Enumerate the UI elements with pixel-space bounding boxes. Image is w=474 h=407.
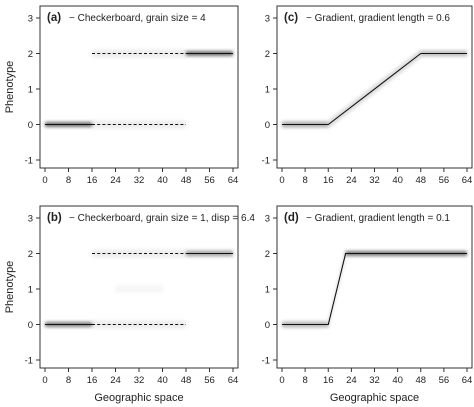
x-tick-label: 16 (87, 175, 98, 186)
y-tick-label: 1 (265, 85, 270, 96)
x-tick-label: 32 (369, 375, 380, 386)
series-line (282, 52, 467, 126)
y-tick-label: 1 (265, 285, 270, 296)
panel-title: (c) (284, 12, 298, 24)
panel-subtitle: − Gradient, gradient length = 0.1 (306, 213, 450, 224)
x-tick-label: 16 (323, 175, 334, 186)
y-tick-label: 1 (28, 285, 33, 296)
plot-frame (276, 205, 473, 369)
x-tick-label: 64 (462, 375, 473, 386)
x-tick-label: 64 (228, 175, 239, 186)
x-tick-label: 8 (66, 175, 71, 186)
x-axis-label: Geographic space (330, 392, 419, 404)
y-tick-label: 0 (28, 120, 33, 131)
x-tick-label: 40 (392, 175, 403, 186)
panel-title: (b) (47, 212, 62, 224)
density-band (115, 285, 163, 293)
x-tick-label: 56 (204, 375, 215, 386)
panel-c: -1 0 1 2 3 0 8 16 24 32 40 48 56 64 (c) − Gradient, gra… (262, 5, 473, 186)
x-tick-label: 48 (181, 375, 192, 386)
x-tick-label: 40 (392, 375, 403, 386)
x-tick-label: 8 (66, 375, 71, 386)
x-tick-label: 0 (279, 175, 284, 186)
x-tick-label: 56 (204, 175, 215, 186)
x-tick-label: 24 (110, 375, 121, 386)
y-tick-label: 2 (265, 249, 270, 260)
x-tick-label: 24 (110, 175, 121, 186)
y-tick-label: 2 (28, 49, 33, 60)
y-tick-label: 0 (265, 120, 270, 131)
y-tick-label: 1 (28, 85, 33, 96)
y-tick-label: 0 (28, 320, 33, 331)
y-tick-label: 0 (265, 320, 270, 331)
y-axis-label: Phenotype (4, 61, 16, 114)
panel-title: (d) (284, 212, 299, 224)
x-tick-label: 40 (157, 375, 168, 386)
y-tick-label: -1 (25, 356, 33, 367)
panel-d: -1 0 1 2 3 0 8 16 24 32 40 48 56 64 (d) − Gradient, gra… (262, 205, 473, 404)
x-tick-label: 0 (42, 375, 47, 386)
x-tick-label: 56 (439, 375, 450, 386)
x-tick-label: 48 (415, 375, 426, 386)
y-tick-label: 2 (265, 49, 270, 60)
x-tick-label: 64 (228, 375, 239, 386)
x-tick-label: 64 (462, 175, 473, 186)
panel-subtitle: − Gradient, gradient length = 0.6 (306, 13, 450, 24)
x-tick-label: 32 (134, 175, 145, 186)
x-tick-label: 40 (157, 175, 168, 186)
series-line (282, 252, 467, 326)
y-tick-label: -1 (262, 156, 270, 167)
y-tick-label: -1 (25, 156, 33, 167)
y-tick-label: 3 (265, 14, 270, 25)
panel-a: -1 0 1 2 3 0 8 16 24 32 40 48 56 64 (a) − Checkerboard,… (4, 5, 239, 186)
x-tick-label: 16 (323, 375, 334, 386)
x-tick-label: 56 (439, 175, 450, 186)
x-tick-label: 32 (369, 175, 380, 186)
y-tick-label: 3 (265, 214, 270, 225)
plot-frame (39, 5, 239, 169)
panel-subtitle: − Checkerboard, grain size = 1, disp = 6… (69, 213, 255, 224)
x-tick-label: 16 (87, 375, 98, 386)
panel-subtitle: − Checkerboard, grain size = 4 (69, 13, 206, 24)
x-tick-label: 24 (346, 175, 357, 186)
x-tick-label: 0 (42, 175, 47, 186)
x-tick-label: 48 (181, 175, 192, 186)
y-axis-label: Phenotype (4, 261, 16, 314)
panel-b: -1 0 1 2 3 0 8 16 24 32 40 48 56 64 (b) − Checkerboard,… (4, 205, 255, 404)
x-axis-label: Geographic space (94, 392, 183, 404)
y-tick-label: 3 (28, 214, 33, 225)
x-tick-label: 48 (415, 175, 426, 186)
x-tick-label: 8 (302, 175, 307, 186)
y-tick-label: 2 (28, 249, 33, 260)
y-tick-label: 3 (28, 14, 33, 25)
x-tick-label: 8 (302, 375, 307, 386)
panel-title: (a) (47, 12, 61, 24)
x-tick-label: 24 (346, 375, 357, 386)
x-tick-label: 0 (279, 375, 284, 386)
x-tick-label: 32 (134, 375, 145, 386)
y-tick-label: -1 (262, 356, 270, 367)
